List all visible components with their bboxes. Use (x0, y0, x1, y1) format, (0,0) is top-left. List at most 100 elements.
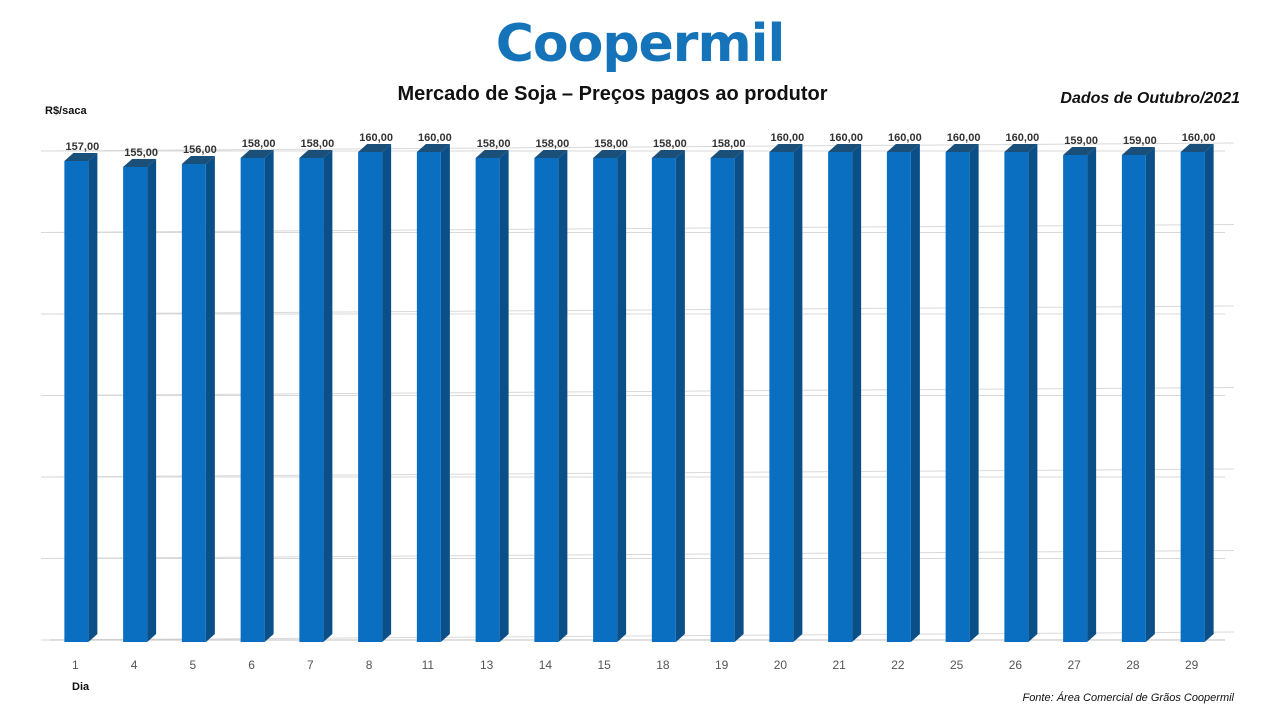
bar-13 (475, 150, 509, 642)
data-label: 157,00 (66, 141, 100, 153)
bar-top (1004, 144, 1038, 152)
data-label: 155,00 (124, 147, 158, 159)
bar-side (1087, 147, 1097, 642)
data-label: 160,00 (418, 132, 452, 144)
bar-top (945, 144, 979, 152)
data-label: 158,00 (477, 138, 511, 150)
bar-25 (945, 144, 979, 642)
gridline (40, 224, 1235, 233)
logo-text: Coopermil (495, 14, 786, 74)
bar-18 (651, 150, 685, 642)
gridline (40, 142, 1235, 152)
x-tick-label: 7 (307, 658, 314, 672)
bar-top (593, 150, 627, 158)
data-label: 160,00 (888, 132, 922, 144)
bar-front (651, 158, 676, 642)
gridline (40, 550, 1235, 559)
bar-top (1180, 144, 1214, 152)
bar-side (1028, 144, 1038, 642)
data-label: 159,00 (1123, 135, 1157, 147)
bar-front (475, 158, 500, 642)
bar-front (181, 164, 206, 642)
bar-top (475, 150, 509, 158)
bar-15 (593, 150, 627, 642)
bar-top (64, 153, 98, 161)
bar-top (886, 144, 920, 152)
x-tick-label: 26 (1009, 658, 1023, 672)
bar-1 (64, 153, 98, 642)
bar-side (910, 144, 920, 642)
bar-side (1204, 144, 1214, 642)
bar-side (382, 144, 392, 642)
x-tick-label: 25 (950, 658, 964, 672)
bar-side (499, 150, 509, 642)
bar-27 (1063, 147, 1097, 642)
bar-front (945, 152, 970, 642)
gridlines (40, 142, 1235, 641)
bar-20 (769, 144, 803, 642)
x-tick-label: 20 (774, 658, 788, 672)
bar-8 (358, 144, 392, 642)
x-tick-label: 27 (1067, 658, 1081, 672)
bar-side (558, 150, 568, 642)
bar-14 (534, 150, 568, 642)
x-tick-label: 14 (539, 658, 553, 672)
bar-front (123, 167, 148, 642)
x-tick-label: 21 (832, 658, 846, 672)
bar-side (264, 150, 274, 642)
bar-front (240, 158, 265, 642)
bar-6 (240, 150, 274, 642)
bar-top (534, 150, 568, 158)
gridline (40, 631, 1235, 641)
data-period: Dados de Outubro/2021 (1060, 90, 1240, 107)
x-tick-label: 1 (72, 658, 79, 672)
x-tick-label: 6 (248, 658, 255, 672)
bar-top (416, 144, 450, 152)
bar-top (710, 150, 744, 158)
bar-front (534, 158, 559, 642)
bar-side (88, 153, 98, 642)
gridline (40, 468, 1235, 478)
bar-28 (1121, 147, 1155, 642)
data-label: 160,00 (1182, 132, 1216, 144)
bar-21 (828, 144, 862, 642)
bar-front (299, 158, 324, 642)
data-label: 160,00 (829, 132, 863, 144)
bar-top (240, 150, 274, 158)
x-tick-label: 29 (1185, 658, 1199, 672)
bar-side (147, 159, 157, 642)
bar-29 (1180, 144, 1214, 642)
bar-front (1121, 155, 1146, 642)
bar-11 (416, 144, 450, 642)
bar-4 (123, 159, 157, 642)
bar-top (1121, 147, 1155, 155)
bar-top (769, 144, 803, 152)
source-note: Fonte: Área Comercial de Grãos Coopermil (1022, 692, 1234, 704)
x-tick-label: 22 (891, 658, 905, 672)
x-tick-label: 4 (131, 658, 138, 672)
bar-top (123, 159, 157, 167)
bar-side (793, 144, 803, 642)
gridline (40, 387, 1235, 396)
bar-7 (299, 150, 333, 642)
bar-side (675, 150, 685, 642)
bar-front (416, 152, 441, 642)
data-label: 158,00 (301, 138, 335, 150)
bar-front (769, 152, 794, 642)
bar-side (969, 144, 979, 642)
bar-front (886, 152, 911, 642)
data-label: 158,00 (712, 138, 746, 150)
bar-26 (1004, 144, 1038, 642)
bar-19 (710, 150, 744, 642)
bar-5 (181, 156, 215, 642)
data-label: 158,00 (536, 138, 570, 150)
x-tick-label: 28 (1126, 658, 1140, 672)
data-label: 159,00 (1064, 135, 1098, 147)
bar-side (617, 150, 627, 642)
bar-side (205, 156, 215, 642)
data-label: 160,00 (1006, 132, 1040, 144)
x-tick-label: 11 (422, 658, 435, 672)
x-tick-label: 5 (190, 658, 197, 672)
gridline (40, 305, 1235, 315)
